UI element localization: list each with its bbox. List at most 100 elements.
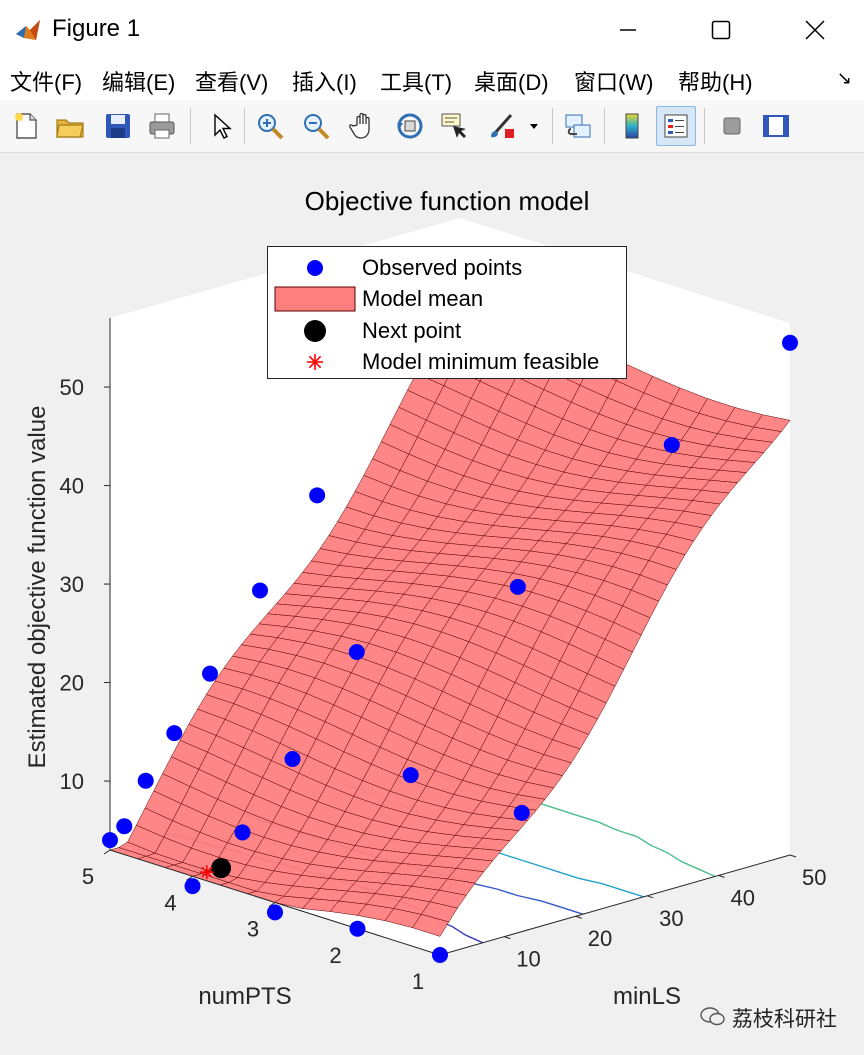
link-plot-button[interactable] xyxy=(558,106,598,146)
menu-file[interactable]: 文件(F) xyxy=(10,70,83,95)
x-tick-mark xyxy=(789,854,797,858)
observed-point xyxy=(252,582,268,599)
observed-point xyxy=(663,436,680,453)
hide-plot-tools-button[interactable] xyxy=(712,106,752,146)
new-figure-button[interactable] xyxy=(6,106,46,146)
menu-bar: 文件(F) 编辑(E) 查看(V) 插入(I) 工具(T) 桌面(D) 窗口(W… xyxy=(0,60,864,100)
maximize-icon xyxy=(711,20,731,40)
wechat-icon xyxy=(700,1007,725,1026)
y-tick-mark xyxy=(268,902,276,907)
legend-label: Next point xyxy=(362,318,462,343)
x-tick-label: 20 xyxy=(588,926,612,951)
legend[interactable]: Observed points Model mean Next point Mo… xyxy=(267,246,627,379)
zoom-out-button[interactable] xyxy=(296,106,336,146)
y-tick-label: 3 xyxy=(247,917,259,942)
z-tick-label: 50 xyxy=(60,375,84,400)
close-icon xyxy=(805,20,825,40)
toolbar xyxy=(0,100,864,153)
chevron-down-icon xyxy=(530,124,538,129)
menu-window[interactable]: 窗口(W) xyxy=(574,70,654,95)
minimize-icon xyxy=(620,29,636,31)
observed-point xyxy=(267,904,283,921)
folder-icon xyxy=(56,119,84,138)
observed-point xyxy=(234,824,251,841)
toolbar-separator xyxy=(244,108,245,144)
zoom-out-icon xyxy=(304,114,330,140)
chart-title: Objective function model xyxy=(305,186,590,216)
printer-icon xyxy=(149,113,175,139)
observed-point xyxy=(137,772,154,789)
show-plot-tools-icon xyxy=(763,115,789,137)
brush-dropdown[interactable] xyxy=(524,106,544,146)
observed-point xyxy=(309,487,326,504)
toolbar-separator xyxy=(704,108,705,144)
y-tick-label: 5 xyxy=(82,864,94,889)
x-tick-label: 40 xyxy=(731,885,755,910)
pointer-button[interactable] xyxy=(200,106,240,146)
legend-entry-next-point: Next point xyxy=(268,316,628,346)
z-tick-label: 40 xyxy=(60,474,84,499)
close-button[interactable] xyxy=(792,10,838,50)
show-plot-tools-button[interactable] xyxy=(756,106,796,146)
y-tick-mark xyxy=(103,849,111,855)
z-axis-label: Estimated objective function value xyxy=(24,406,51,769)
maximize-button[interactable] xyxy=(698,10,744,50)
title-bar: Figure 1 xyxy=(0,0,864,60)
menu-view[interactable]: 查看(V) xyxy=(195,70,269,95)
rotate-3d-icon xyxy=(397,113,423,139)
observed-point xyxy=(402,767,419,784)
observed-point xyxy=(116,818,133,835)
menu-insert[interactable]: 插入(I) xyxy=(292,70,357,95)
x-tick-label: 50 xyxy=(802,865,826,890)
save-button[interactable] xyxy=(98,106,138,146)
rotate-3d-button[interactable] xyxy=(390,106,430,146)
model-mean-patch-icon xyxy=(274,286,356,312)
y-tick-label: 1 xyxy=(412,969,424,994)
zoom-in-icon xyxy=(258,114,284,140)
print-button[interactable] xyxy=(142,106,182,146)
observed-marker-icon xyxy=(307,260,323,276)
x-tick-mark xyxy=(718,874,725,878)
zoom-in-button[interactable] xyxy=(250,106,290,146)
x-axis-label: minLS xyxy=(613,983,681,1010)
z-tick-label: 10 xyxy=(60,769,84,794)
x-tick-mark xyxy=(575,915,582,919)
hide-plot-tools-icon xyxy=(723,117,741,135)
legend-label: Observed points xyxy=(362,255,523,280)
surface-patch xyxy=(412,914,450,937)
observed-point xyxy=(202,665,218,682)
menu-tools[interactable]: 工具(T) xyxy=(380,70,453,95)
x-tick-mark xyxy=(504,936,511,940)
data-tip-icon xyxy=(441,113,466,138)
menu-overflow-icon[interactable]: ↘ xyxy=(836,68,852,88)
observed-point xyxy=(284,751,301,768)
legend-button[interactable] xyxy=(656,106,696,146)
observed-point xyxy=(513,804,530,821)
next-point xyxy=(211,858,232,879)
model-minimum-marker xyxy=(201,866,213,878)
menu-edit[interactable]: 编辑(E) xyxy=(102,70,176,95)
link-plot-icon xyxy=(565,114,591,138)
legend-entry-observed: Observed points xyxy=(268,253,628,283)
x-axis-line xyxy=(439,854,791,956)
minimize-button[interactable] xyxy=(605,10,651,50)
legend-label: Model mean xyxy=(362,286,484,311)
brush-button[interactable] xyxy=(482,106,522,146)
colorbar-button[interactable] xyxy=(612,106,652,146)
data-cursor-button[interactable] xyxy=(434,106,474,146)
watermark-text: 荔枝科研社 xyxy=(732,1008,837,1031)
x-tick-label: 30 xyxy=(659,906,683,931)
menu-help[interactable]: 帮助(H) xyxy=(678,70,753,95)
observed-point xyxy=(348,644,365,661)
y-axis-label: numPTS xyxy=(198,983,291,1010)
pan-button[interactable] xyxy=(344,106,384,146)
open-file-button[interactable] xyxy=(50,106,90,146)
toolbar-separator xyxy=(552,108,553,144)
observed-point xyxy=(509,578,526,595)
next-point-marker-icon xyxy=(304,320,326,342)
save-icon xyxy=(106,114,130,138)
x-tick-mark xyxy=(646,895,654,899)
observed-point xyxy=(102,832,118,849)
menu-desktop[interactable]: 桌面(D) xyxy=(474,70,549,95)
observed-point xyxy=(782,334,798,351)
